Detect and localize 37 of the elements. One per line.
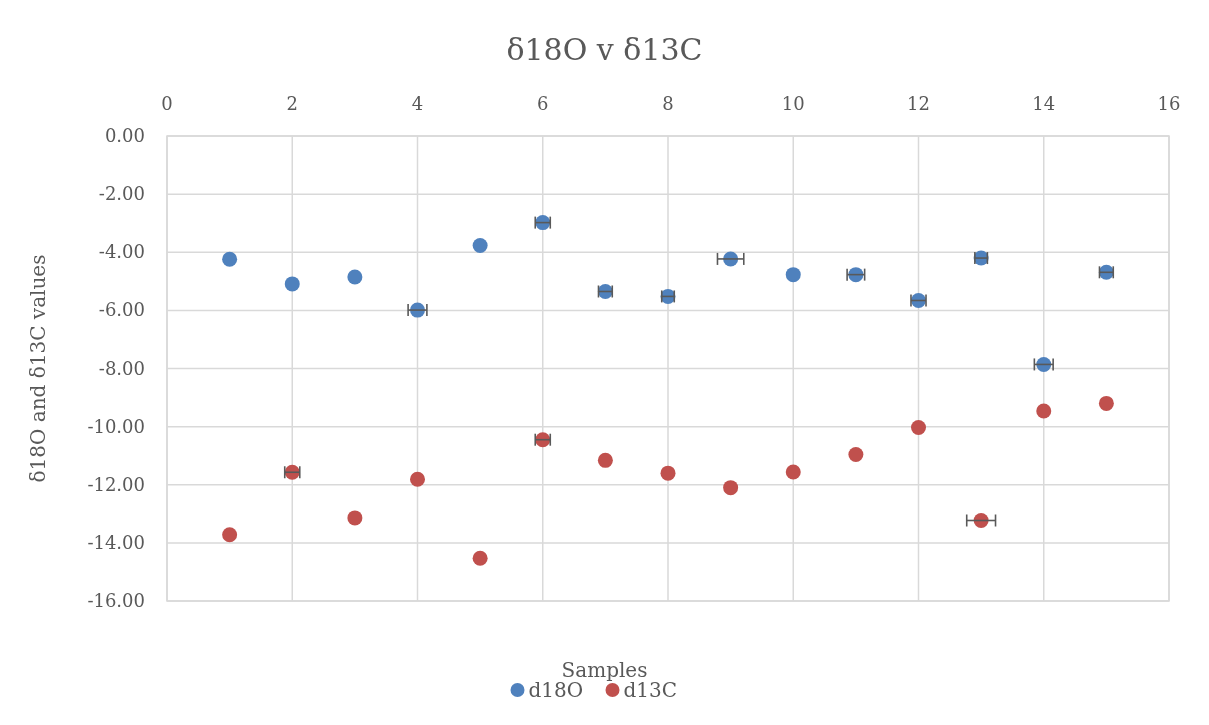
x-tick-label: 8 (662, 93, 674, 114)
point (284, 276, 300, 292)
y-tick-label: -2.00 (98, 183, 145, 205)
y-tick-label: -8.00 (98, 357, 145, 379)
point (410, 471, 425, 487)
y-tick-label: -12.00 (87, 473, 145, 495)
x-tick-label: 6 (537, 93, 549, 114)
x-tick-label: 10 (781, 93, 805, 114)
y-tick-label: -14.00 (87, 531, 145, 553)
point (723, 480, 739, 496)
x-tick-label: 16 (1157, 93, 1181, 114)
y-tick-label: 0.00 (104, 125, 145, 146)
point (472, 238, 488, 254)
y-tick-label: -6.00 (98, 299, 145, 321)
point (347, 269, 363, 285)
point (1098, 395, 1114, 411)
x-tick-label: 2 (286, 93, 298, 114)
y-tick-label: -4.00 (98, 241, 145, 263)
point (472, 550, 488, 566)
point (911, 420, 926, 435)
x-tick-label: 14 (1032, 93, 1056, 114)
point (1036, 403, 1052, 419)
point (222, 251, 238, 267)
point (222, 527, 238, 543)
point (660, 465, 676, 481)
y-axis-title: δ18O and δ13C values (26, 254, 50, 483)
point (785, 464, 801, 480)
y-tick-label: -16.00 (87, 590, 145, 611)
point (848, 447, 864, 463)
point (785, 267, 801, 283)
x-tick-label: 12 (907, 93, 930, 114)
point (347, 510, 363, 526)
y-tick-label: -10.00 (87, 415, 145, 437)
point (597, 452, 613, 468)
x-tick-label: 0 (161, 93, 173, 114)
x-tick-label: 4 (411, 93, 424, 114)
chart-title: δ18O v δ13C (506, 32, 703, 67)
